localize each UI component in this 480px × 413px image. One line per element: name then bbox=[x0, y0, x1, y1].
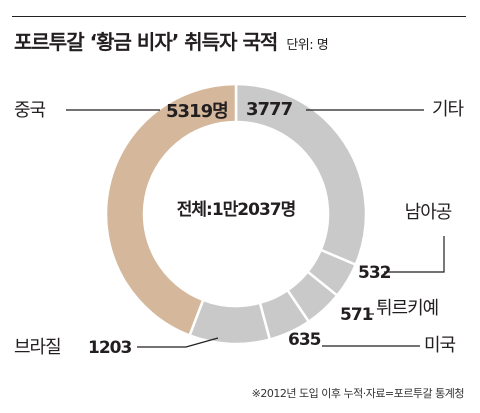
value-label-남아공: 532 bbox=[358, 263, 391, 283]
category-label-기타: 기타 bbox=[432, 99, 465, 120]
unit-label: 단위: 명 bbox=[286, 38, 329, 53]
top-rule bbox=[12, 16, 466, 17]
leader-line-4 bbox=[137, 337, 219, 348]
title-row: 포르투갈 ‘황금 비자’ 취득자 국적 단위: 명 bbox=[14, 26, 329, 55]
slices-group bbox=[104, 82, 368, 346]
value-label-기타: 3777 bbox=[246, 99, 293, 120]
leader-lines-group bbox=[66, 109, 445, 348]
value-label-중국: 5319명 bbox=[166, 101, 228, 122]
slice-5 bbox=[104, 82, 238, 338]
labels-group: 3777 기타 532 남아공 571 튀르키예 635 미국 1203 브라질 5319명 중국 bbox=[14, 99, 466, 358]
value-label-미국: 635 bbox=[288, 330, 321, 350]
category-label-튀르키예: 튀르키예 bbox=[376, 298, 438, 319]
category-label-미국: 미국 bbox=[424, 335, 456, 356]
category-label-남아공: 남아공 bbox=[405, 202, 452, 223]
value-label-브라질: 1203 bbox=[88, 338, 131, 358]
source-note: ※2012년 도입 이후 누적·자료=포르투갈 통계청 bbox=[251, 387, 465, 400]
category-label-중국: 중국 bbox=[14, 100, 46, 121]
chart-title: 포르투갈 ‘황금 비자’ 취득자 국적 bbox=[14, 30, 278, 54]
category-label-브라질: 브라질 bbox=[14, 337, 61, 358]
value-label-튀르키예: 571 bbox=[340, 305, 373, 325]
center-label: 전체:1만2037명 bbox=[177, 200, 296, 220]
leader-line-1 bbox=[384, 236, 445, 273]
